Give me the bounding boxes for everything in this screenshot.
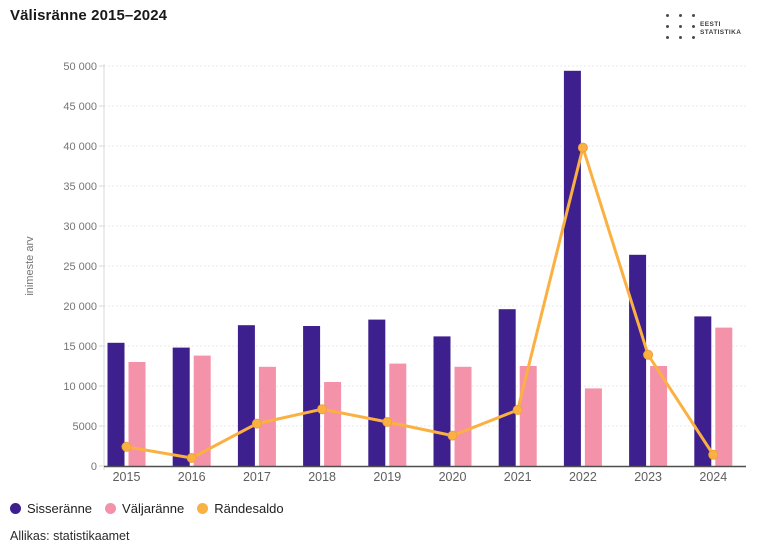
- line-rändesaldo: [125, 146, 715, 460]
- y-tick-label-25000: 25 000: [63, 261, 97, 273]
- y-tick-label-5000: 5000: [73, 421, 97, 433]
- legend-item-randesaldo: Rändesaldo: [197, 501, 284, 516]
- bar-väljaränne-2019: [389, 363, 407, 466]
- bar-sisseränne-2017: [237, 325, 255, 466]
- legend-label-valjaranne: Väljaränne: [122, 501, 185, 516]
- y-tick-label-0: 0: [91, 461, 97, 473]
- bar-väljaränne-2020: [454, 366, 472, 466]
- bar-sisseränne-2019: [368, 319, 386, 466]
- x-tick-label-2019: 2019: [373, 470, 401, 484]
- point-rändesaldo-2022: [577, 142, 588, 153]
- point-rändesaldo-2021: [512, 405, 523, 415]
- bar-väljaränne-2017: [258, 366, 276, 466]
- x-tick-label-2023: 2023: [634, 470, 662, 484]
- bar-sisseränne-2018: [303, 326, 321, 466]
- x-tick-label-2024: 2024: [699, 470, 727, 484]
- bar-sisseränne-2016: [172, 347, 190, 466]
- bar-väljaränne-2023: [650, 366, 668, 466]
- chart-legend: Sisseränne Väljaränne Rändesaldo: [10, 501, 284, 516]
- y-tick-label-35000: 35 000: [63, 181, 97, 193]
- x-tick-label-2022: 2022: [569, 470, 597, 484]
- valjaranne-swatch-icon: [105, 503, 117, 514]
- bar-sisseränne-2022: [563, 70, 581, 467]
- logo-text: EESTI STATISTIKA: [700, 21, 741, 37]
- y-tick-label-10000: 10 000: [63, 381, 97, 393]
- x-tick-label-2021: 2021: [504, 470, 532, 484]
- page-title: Välisränne 2015–2024: [10, 7, 168, 24]
- point-rändesaldo-2024: [708, 449, 719, 460]
- bar-väljaränne-2016: [193, 355, 211, 466]
- y-tick-label-20000: 20 000: [63, 301, 97, 313]
- bar-sisseränne-2015: [107, 342, 125, 466]
- bar-sisseränne-2024: [694, 316, 712, 466]
- x-tick-label-2015: 2015: [113, 470, 141, 484]
- y-tick-label-40000: 40 000: [63, 141, 97, 153]
- bar-väljaränne-2024: [715, 327, 733, 466]
- x-tick-label-2016: 2016: [178, 470, 206, 484]
- source-note: Allikas: statistikaamet: [10, 529, 130, 543]
- y-tick-label-30000: 30 000: [63, 221, 97, 233]
- point-rändesaldo-2017: [251, 418, 262, 429]
- bar-sisseränne-2021: [498, 309, 516, 466]
- y-tick-label-15000: 15 000: [63, 341, 97, 353]
- x-tick-label-2017: 2017: [243, 470, 271, 484]
- legend-item-valjaranne: Väljaränne: [105, 501, 184, 516]
- point-rändesaldo-2015: [121, 441, 132, 452]
- point-rändesaldo-2023: [643, 349, 654, 360]
- bar-sisseränne-2020: [433, 336, 451, 466]
- y-axis-title: inimeste arv: [24, 236, 36, 296]
- logo-text-line2: STATISTIKA: [700, 29, 742, 36]
- legend-item-sisseranne: Sisseränne: [10, 501, 92, 516]
- point-rändesaldo-2020: [447, 430, 458, 441]
- migration-chart-canvas: 0 5000 10 000 15 000 20 000 25 000 30 000 35 00…: [24, 61, 746, 484]
- legend-label-randesaldo: Rändesaldo: [214, 501, 284, 516]
- sisseranne-swatch-icon: [10, 503, 21, 514]
- logo-text-line1: EESTI: [700, 21, 721, 28]
- bar-väljaränne-2018: [324, 382, 342, 466]
- bar-väljaränne-2021: [519, 366, 537, 466]
- bar-sisseränne-2023: [629, 254, 647, 466]
- x-tick-label-2018: 2018: [308, 470, 336, 484]
- bar-väljaränne-2015: [128, 362, 146, 466]
- point-rändesaldo-2019: [382, 417, 393, 427]
- point-rändesaldo-2018: [317, 404, 328, 415]
- y-tick-label-45000: 45 000: [63, 101, 97, 113]
- eesti-statistika-logo: EESTI STATISTIKA: [666, 12, 762, 44]
- logo-dots-icon: [666, 14, 695, 39]
- point-rändesaldo-2016: [186, 453, 197, 463]
- legend-label-sisseranne: Sisseränne: [27, 501, 93, 516]
- y-tick-label-50000: 50 000: [63, 61, 97, 73]
- bar-väljaränne-2022: [584, 388, 602, 466]
- randesaldo-swatch-icon: [197, 503, 209, 514]
- x-tick-label-2020: 2020: [439, 470, 467, 484]
